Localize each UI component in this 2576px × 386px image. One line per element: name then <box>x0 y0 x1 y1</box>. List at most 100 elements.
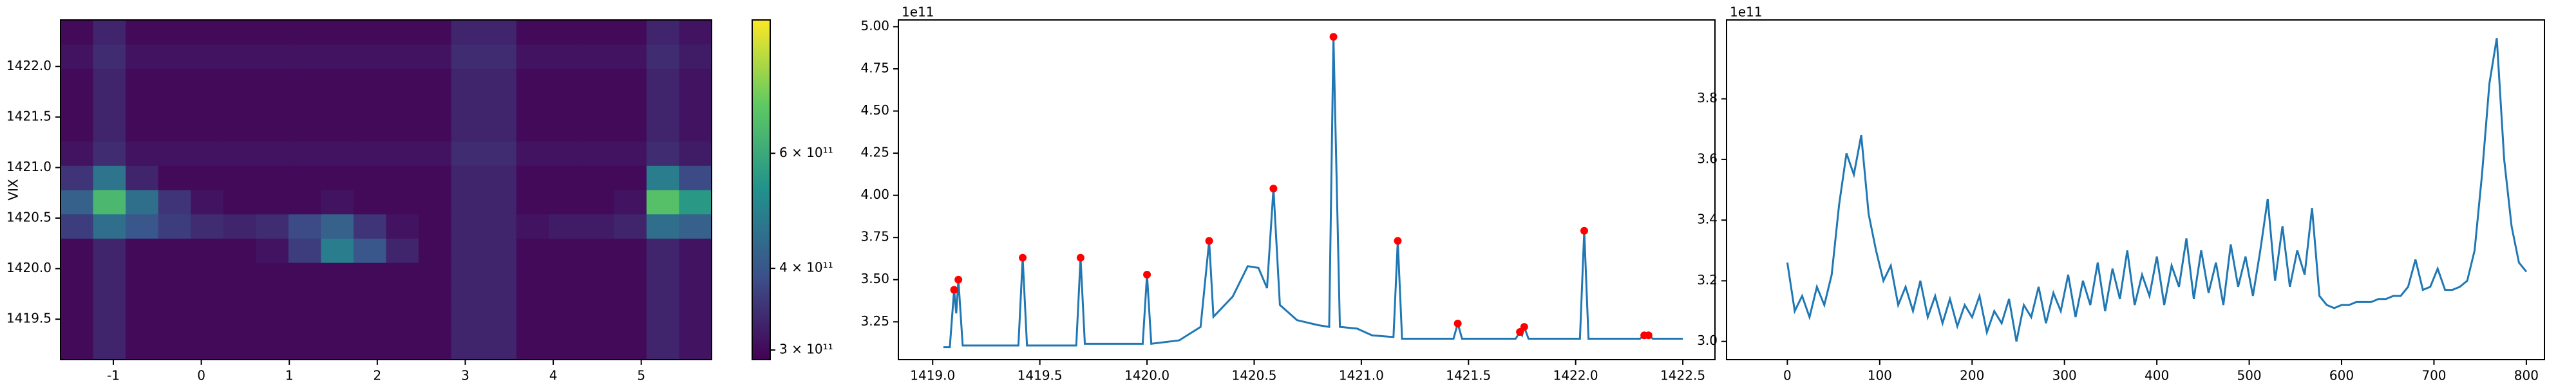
heatmap-cell <box>288 93 321 118</box>
heatmap-cell <box>516 335 549 360</box>
heatmap-cell <box>256 44 289 69</box>
plot-frame <box>1726 19 2545 360</box>
colorbar-tick-label: 4 × 10¹¹ <box>779 260 833 275</box>
heatmap-cell <box>191 262 224 288</box>
heatmap-cell <box>256 214 289 239</box>
heatmap-cell <box>256 93 289 118</box>
peak-marker <box>950 286 958 294</box>
heatmap-cell <box>581 116 614 142</box>
heatmap-cell <box>126 44 159 69</box>
heatmap-cell <box>386 141 419 166</box>
heatmap-cell <box>549 93 582 118</box>
heatmap-cell <box>614 311 647 336</box>
heatmap-cell <box>646 68 679 93</box>
heatmap-cell <box>256 141 289 166</box>
x-tick-label: 700 <box>2421 368 2446 383</box>
heatmap-cell <box>321 262 354 288</box>
heatmap-cell <box>353 20 386 45</box>
heatmap-cell <box>679 335 712 360</box>
heatmap-cell <box>484 238 517 263</box>
heatmap-cell <box>484 335 517 360</box>
heatmap-cell <box>679 68 712 93</box>
heatmap-cell <box>61 20 94 45</box>
y-axis-label: VIX <box>6 179 21 201</box>
heatmap-cell <box>646 44 679 69</box>
heatmap-cell <box>549 214 582 239</box>
heatmap-cell <box>419 93 452 118</box>
heatmap-cell <box>451 68 484 93</box>
heatmap-cell <box>353 93 386 118</box>
heatmap-cell <box>223 335 256 360</box>
heatmap-cell <box>679 93 712 118</box>
heatmap-cell <box>679 286 712 312</box>
heatmap-cell <box>549 311 582 336</box>
y-tick-label: 1421.5 <box>6 108 52 124</box>
heatmap-cell <box>158 238 191 263</box>
heatmap-cell <box>581 335 614 360</box>
heatmap-cell <box>288 311 321 336</box>
heatmap-cell <box>419 335 452 360</box>
colorbar-tick-label: 3 × 10¹¹ <box>779 342 833 357</box>
heatmap-cell <box>451 20 484 45</box>
heatmap-cell <box>61 286 94 312</box>
heatmap-cell <box>158 335 191 360</box>
heatmap-cell <box>158 93 191 118</box>
heatmap-cell <box>419 262 452 288</box>
heatmap-cell <box>61 262 94 288</box>
heatmap-cell <box>516 44 549 69</box>
y-tick-label: 4.75 <box>860 60 889 76</box>
heatmap-cell <box>158 286 191 312</box>
heatmap-cell <box>614 238 647 263</box>
heatmap-cell <box>549 68 582 93</box>
heatmap-cell <box>288 190 321 215</box>
heatmap-cell <box>419 141 452 166</box>
heatmap-cell <box>419 116 452 142</box>
y-tick-label: 5.00 <box>860 18 889 33</box>
colorbar-tick-label: 6 × 10¹¹ <box>779 145 833 160</box>
heatmap-cell <box>484 165 517 190</box>
heatmap-cell <box>288 141 321 166</box>
heatmap-cell <box>419 68 452 93</box>
heatmap-cell <box>484 68 517 93</box>
heatmap-cell <box>516 311 549 336</box>
offset-label: 1e11 <box>902 5 934 20</box>
peak-marker <box>1143 270 1151 279</box>
y-tick-label: 4.00 <box>860 187 889 202</box>
heatmap-cell <box>223 286 256 312</box>
heatmap-cell <box>256 68 289 93</box>
heatmap-cell <box>386 93 419 118</box>
heatmap-cell <box>419 214 452 239</box>
heatmap-cell <box>191 93 224 118</box>
heatmap-cell <box>549 238 582 263</box>
heatmap-cell <box>93 335 126 360</box>
heatmap-cell <box>223 44 256 69</box>
heatmap-cell <box>679 165 712 190</box>
y-tick-label: 4.25 <box>860 145 889 160</box>
heatmap-cell <box>549 190 582 215</box>
heatmap-cell <box>549 262 582 288</box>
heatmap-cell <box>646 286 679 312</box>
heatmap-cell <box>484 286 517 312</box>
heatmap-cell <box>256 286 289 312</box>
heatmap-cell <box>223 93 256 118</box>
heatmap-cell <box>191 238 224 263</box>
heatmap-cell <box>256 165 289 190</box>
heatmap-cell <box>451 116 484 142</box>
peak-marker <box>1516 328 1524 336</box>
heatmap-cell <box>646 311 679 336</box>
heatmap-cell <box>191 20 224 45</box>
heatmap-cell <box>646 238 679 263</box>
line <box>943 37 1683 349</box>
heatmap-cell <box>451 335 484 360</box>
heatmap-cell <box>516 262 549 288</box>
heatmap-cell <box>126 286 159 312</box>
heatmap-cell <box>386 238 419 263</box>
heatmap-cell <box>223 262 256 288</box>
heatmap-cell <box>516 141 549 166</box>
heatmap-cell <box>93 165 126 190</box>
heatmap-cell <box>451 262 484 288</box>
x-tick-label: 1419.0 <box>910 368 955 383</box>
heatmap-cell <box>158 311 191 336</box>
y-tick-label: 3.6 <box>1697 151 1718 166</box>
